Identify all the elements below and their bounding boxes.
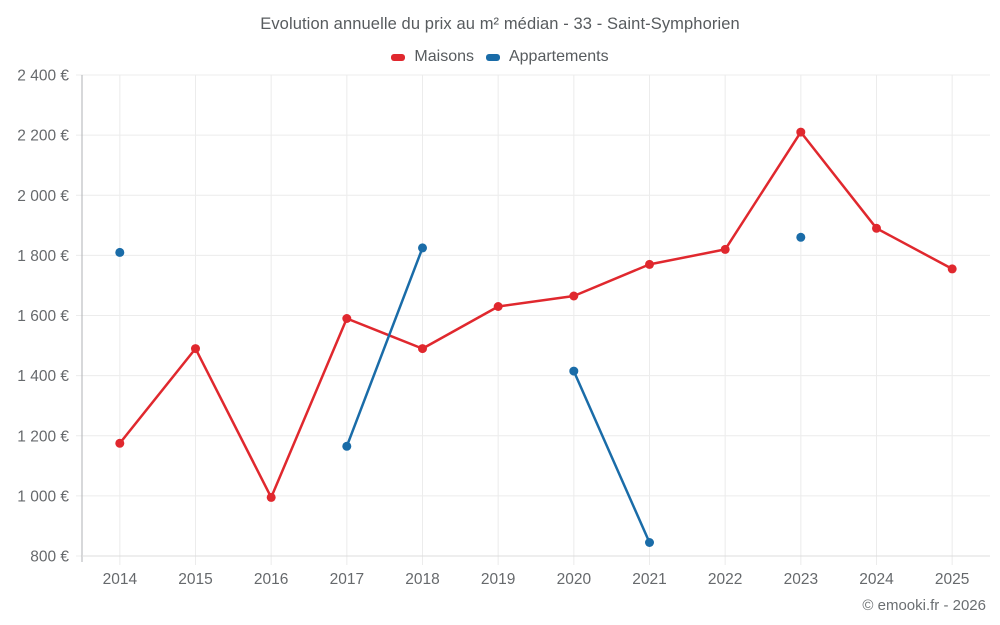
- maisons-point-2015: [191, 344, 200, 354]
- x-tick-label: 2018: [405, 571, 439, 588]
- x-tick-label: 2024: [859, 571, 894, 588]
- y-tick-label: 1 800 €: [17, 248, 69, 265]
- appartements-point-2017: [342, 441, 352, 451]
- maisons-point-2025: [947, 264, 957, 274]
- x-tick-label: 2015: [178, 571, 212, 588]
- y-tick-label: 2 200 €: [17, 128, 69, 145]
- y-tick-label: 1 000 €: [17, 488, 69, 505]
- x-tick-label: 2017: [330, 571, 364, 588]
- chart-legend: Maisons Appartements: [0, 46, 1000, 68]
- maisons-point-2016: [266, 492, 276, 502]
- x-tick-label: 2014: [103, 571, 138, 588]
- x-tick-label: 2019: [481, 571, 515, 588]
- maisons-point-2021: [645, 259, 654, 269]
- maisons-point-2014: [115, 438, 125, 448]
- legend-label-appartements: Appartements: [508, 48, 609, 65]
- y-tick-label: 2 000 €: [17, 188, 69, 205]
- appartements-point-2014: [115, 247, 125, 257]
- maisons-line: [118, 130, 954, 499]
- x-tick-label: 2016: [254, 571, 288, 588]
- y-tick-label: 1 600 €: [17, 308, 69, 325]
- appartements-point-2023: [796, 232, 806, 242]
- x-tick-label: 2022: [708, 571, 742, 588]
- maisons-point-2018: [418, 344, 427, 354]
- x-tick-label: 2023: [784, 571, 818, 588]
- y-tick-label: 2 400 €: [17, 68, 69, 85]
- maisons-point-2024: [872, 223, 881, 233]
- appartements-point-2018: [418, 243, 427, 253]
- maisons-point-2022: [720, 244, 730, 254]
- legend-item-maisons: Maisons: [391, 48, 474, 66]
- maisons-point-2023: [796, 127, 806, 137]
- legend-label-maisons: Maisons: [414, 48, 474, 65]
- y-tick-label: 1 400 €: [17, 368, 69, 385]
- copyright-watermark: © emooki.fr - 2026: [862, 597, 986, 614]
- x-tick-label: 2025: [935, 571, 969, 588]
- appartements-series-swatch-icon: [485, 53, 500, 61]
- y-tick-label: 800 €: [30, 549, 69, 566]
- legend-item-appartements: Appartements: [485, 48, 609, 66]
- maisons-series-swatch-icon: [391, 53, 406, 61]
- maisons-point-2019: [493, 302, 503, 311]
- x-tick-label: 2021: [632, 571, 666, 588]
- appartements-point-2020: [569, 366, 579, 376]
- maisons-point-2020: [569, 291, 579, 301]
- appartements-point-2021: [645, 538, 654, 547]
- chart-title: Evolution annuelle du prix au m² médian …: [260, 15, 740, 33]
- x-tick-label: 2020: [557, 571, 592, 588]
- maisons-point-2017: [342, 314, 352, 323]
- y-tick-label: 1 200 €: [17, 428, 69, 445]
